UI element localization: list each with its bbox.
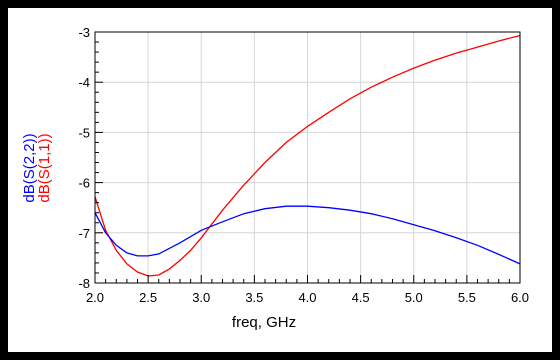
x-tick-label: 4.0 [298, 290, 316, 305]
x-tick-label: 2.5 [139, 290, 157, 305]
x-tick-label: 3.0 [192, 290, 210, 305]
y-tick-label: -5 [78, 125, 90, 140]
series-layer [94, 34, 521, 277]
s-parameter-chart: 2.0 2.5 3.0 3.5 4.0 4.5 5.0 5.5 6.0-3-4-5-6-7-8 … [21, 25, 529, 331]
x-tick-label: 5.5 [458, 290, 476, 305]
series-line [94, 205, 521, 265]
y-tick-label: -7 [78, 226, 90, 241]
x-tick-label: 3.5 [245, 290, 263, 305]
y-axis-label: dB(S(2,2))dB(S(1,1)) [21, 133, 53, 202]
x-axis-label: freq, GHz [232, 314, 296, 331]
axes [94, 31, 521, 284]
y-axis-label-part: dB(S(1,1)) [36, 133, 53, 202]
grid [94, 31, 521, 284]
x-tick-label: 4.5 [352, 290, 370, 305]
y-tick-label: -6 [78, 176, 90, 191]
tick-labels: 2.0 2.5 3.0 3.5 4.0 4.5 5.0 5.5 6.0 -3 -4 -5 -6 -7 -8 [78, 25, 529, 305]
y-tick-label: -4 [78, 75, 90, 90]
y-axis-label-part: dB(S(2,2)) [21, 133, 38, 202]
y-tick-label: -8 [78, 276, 90, 291]
series-line [94, 34, 521, 277]
x-tick-label: 2.0 [86, 290, 104, 305]
x-tick-label: 5.0 [405, 290, 423, 305]
x-tick-label: 6.0 [511, 290, 529, 305]
y-tick-label: -3 [78, 25, 90, 40]
plot-panel: 2.0 2.5 3.0 3.5 4.0 4.5 5.0 5.5 6.0 -3 -4 -5 -6 -7 -8 … [8, 8, 552, 352]
